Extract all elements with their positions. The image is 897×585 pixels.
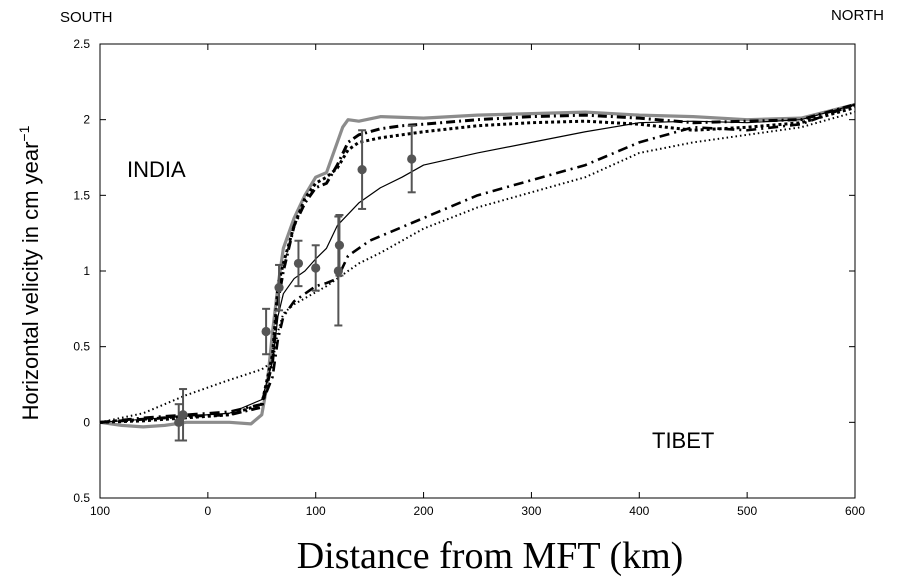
x-tick-label: 100 xyxy=(90,504,110,518)
x-tick-label: 600 xyxy=(845,504,865,518)
south-label: SOUTH xyxy=(60,9,113,26)
measurement-point xyxy=(334,240,345,250)
measurement-point xyxy=(174,417,184,427)
measurement-point xyxy=(274,283,284,293)
y-tick-label: 0.5 xyxy=(73,340,90,354)
x-tick-label: 0 xyxy=(205,504,212,518)
series-line-4 xyxy=(99,103,856,423)
series-line-1 xyxy=(99,102,856,429)
series-line-5 xyxy=(99,103,856,424)
x-tick-label: 300 xyxy=(521,504,541,518)
series-line-2 xyxy=(99,103,856,424)
measurement-point xyxy=(261,326,271,337)
plot-frame xyxy=(99,43,856,499)
measurement-point xyxy=(178,410,188,420)
y-tick-label: 0 xyxy=(83,415,90,429)
y-axis-label-text: Horizontal velicity in cm year xyxy=(18,142,43,421)
x-tick-label: 400 xyxy=(629,504,649,518)
series-line-6 xyxy=(99,111,856,424)
y-axis-label: Horizontal velicity in cm year−1 xyxy=(16,125,43,420)
x-axis-label: Distance from MFT (km) xyxy=(297,535,684,577)
y-axis-label-superscript: −1 xyxy=(16,125,32,141)
measurement-point xyxy=(333,266,343,276)
series-line-3 xyxy=(99,106,856,424)
y-tick-label: 1.5 xyxy=(73,188,90,202)
x-tick-label: 500 xyxy=(737,504,757,518)
series-layer xyxy=(99,102,856,429)
y-tick-label: 0.5 xyxy=(73,491,90,505)
north-label: NORTH xyxy=(831,7,884,24)
measurement-point xyxy=(293,258,304,269)
india-region-label: INDIA xyxy=(127,157,186,182)
x-tick-label: 200 xyxy=(414,504,434,518)
measurement-layer xyxy=(174,124,417,442)
measurement-point xyxy=(407,154,417,164)
y-tick-label: 2 xyxy=(83,113,90,127)
x-tick-label: 100 xyxy=(306,504,326,518)
tibet-region-label: TIBET xyxy=(652,428,714,453)
measurement-point xyxy=(311,263,321,273)
measurement-point xyxy=(357,165,367,175)
y-tick-label: 2.5 xyxy=(73,37,90,51)
y-tick-label: 1 xyxy=(83,264,90,278)
axis-ticks: 100 0 100 200 300 400 500 600 0.5 0 0.5 1 1.5 2 2.5 xyxy=(73,37,865,518)
